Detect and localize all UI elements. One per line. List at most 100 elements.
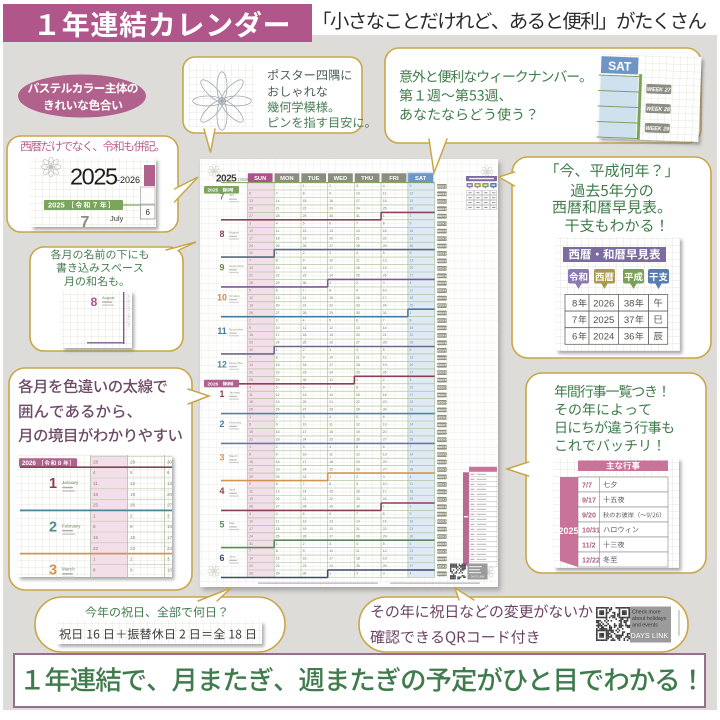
svg-text:20: 20 <box>356 333 360 337</box>
svg-text:March: March <box>62 567 75 572</box>
svg-text:19: 19 <box>329 333 333 337</box>
svg-text:WEEK44: WEEK44 <box>435 311 448 315</box>
svg-text:21: 21 <box>276 207 280 211</box>
svg-text:18: 18 <box>356 266 360 270</box>
svg-text:WEEK12: WEEK12 <box>435 460 448 464</box>
svg-text:14: 14 <box>356 520 360 524</box>
svg-text:25: 25 <box>383 207 387 211</box>
svg-text:23: 23 <box>276 467 280 471</box>
svg-text:12: 12 <box>329 326 333 330</box>
svg-text:5: 5 <box>303 512 305 516</box>
svg-text:WEEK4: WEEK4 <box>436 400 447 404</box>
svg-text:10: 10 <box>329 549 333 553</box>
svg-text:5: 5 <box>356 445 358 449</box>
svg-text:5: 5 <box>276 385 278 389</box>
svg-text:30: 30 <box>249 348 253 352</box>
svg-text:11: 11 <box>276 520 280 524</box>
svg-text:26: 26 <box>249 505 253 509</box>
svg-text:1: 1 <box>276 251 278 255</box>
svg-text:WEEK30: WEEK30 <box>435 207 448 211</box>
svg-text:6: 6 <box>249 192 251 196</box>
svg-text:30: 30 <box>383 408 387 412</box>
svg-text:27: 27 <box>410 371 414 375</box>
svg-text:WEEK27: WEEK27 <box>435 572 448 576</box>
svg-text:22: 22 <box>329 303 333 307</box>
svg-text:29: 29 <box>276 378 280 382</box>
svg-text:12: 12 <box>303 520 307 524</box>
svg-text:9: 9 <box>220 263 225 273</box>
svg-text:28: 28 <box>410 438 414 442</box>
svg-text:WEEK41: WEEK41 <box>435 289 448 293</box>
svg-text:11: 11 <box>356 356 360 360</box>
svg-text:8: 8 <box>329 482 331 486</box>
svg-text:4: 4 <box>356 348 358 352</box>
svg-text:9: 9 <box>130 567 133 572</box>
svg-text:18: 18 <box>249 400 253 404</box>
svg-text:17: 17 <box>249 236 253 240</box>
svg-text:12: 12 <box>249 490 253 494</box>
svg-text:6: 6 <box>410 348 412 352</box>
svg-text:23: 23 <box>303 564 307 568</box>
svg-text:23: 23 <box>383 400 387 404</box>
svg-text:2: 2 <box>249 318 251 322</box>
svg-text:7: 7 <box>81 214 90 231</box>
svg-text:18: 18 <box>303 333 307 337</box>
svg-text:30: 30 <box>303 281 307 285</box>
svg-text:30: 30 <box>276 475 280 479</box>
svg-text:26: 26 <box>356 438 360 442</box>
svg-text:11: 11 <box>356 549 360 553</box>
svg-text:30: 30 <box>410 534 414 538</box>
svg-text:2025: 2025 <box>558 526 578 536</box>
svg-text:December: December <box>229 361 243 365</box>
svg-text:5: 5 <box>249 289 251 293</box>
svg-text:19: 19 <box>356 460 360 464</box>
svg-text:30: 30 <box>410 244 414 248</box>
svg-text:2025: 2025 <box>70 164 118 190</box>
svg-text:2: 2 <box>356 475 358 479</box>
svg-text:26: 26 <box>276 408 280 412</box>
svg-text:8: 8 <box>93 524 96 529</box>
svg-text:11: 11 <box>303 326 307 330</box>
svg-text:28: 28 <box>249 378 253 382</box>
svg-text:4: 4 <box>303 318 305 322</box>
svg-text:WEEK38: WEEK38 <box>435 266 448 270</box>
svg-text:23: 23 <box>303 274 307 278</box>
svg-text:23: 23 <box>303 371 307 375</box>
svg-text:6: 6 <box>329 221 331 225</box>
svg-text:April: April <box>229 488 236 492</box>
svg-text:21: 21 <box>410 430 414 434</box>
svg-text:28: 28 <box>329 408 333 412</box>
svg-text:July: July <box>229 193 235 197</box>
svg-text:13: 13 <box>167 481 173 486</box>
svg-text:12: 12 <box>130 481 136 486</box>
svg-text:29: 29 <box>249 475 253 479</box>
svg-text:WEEK31: WEEK31 <box>435 214 448 218</box>
svg-text:7: 7 <box>410 415 412 419</box>
svg-text:3: 3 <box>276 318 278 322</box>
svg-text:30: 30 <box>356 311 360 315</box>
svg-text:2: 2 <box>220 419 225 429</box>
svg-text:17: 17 <box>249 527 253 531</box>
svg-text:24: 24 <box>249 534 253 538</box>
svg-text:18: 18 <box>410 490 414 494</box>
svg-text:26: 26 <box>329 341 333 345</box>
svg-text:26: 26 <box>356 467 360 471</box>
svg-text:11: 11 <box>410 289 414 293</box>
svg-text:19: 19 <box>249 497 253 501</box>
svg-text:20: 20 <box>383 430 387 434</box>
svg-text:22: 22 <box>303 207 307 211</box>
svg-text:1: 1 <box>249 415 251 419</box>
svg-text:18: 18 <box>356 557 360 561</box>
svg-text:24: 24 <box>329 274 333 278</box>
svg-text:WEEK20: WEEK20 <box>435 520 448 524</box>
svg-text:WEEK51: WEEK51 <box>435 363 448 367</box>
svg-text:29: 29 <box>276 281 280 285</box>
svg-text:22: 22 <box>249 438 253 442</box>
svg-text:7: 7 <box>329 385 331 389</box>
svg-text:15: 15 <box>329 296 333 300</box>
svg-text:18: 18 <box>410 296 414 300</box>
svg-text:8: 8 <box>93 567 96 572</box>
svg-text:1: 1 <box>356 378 358 382</box>
svg-text:9: 9 <box>356 482 358 486</box>
svg-text:4: 4 <box>220 486 225 496</box>
